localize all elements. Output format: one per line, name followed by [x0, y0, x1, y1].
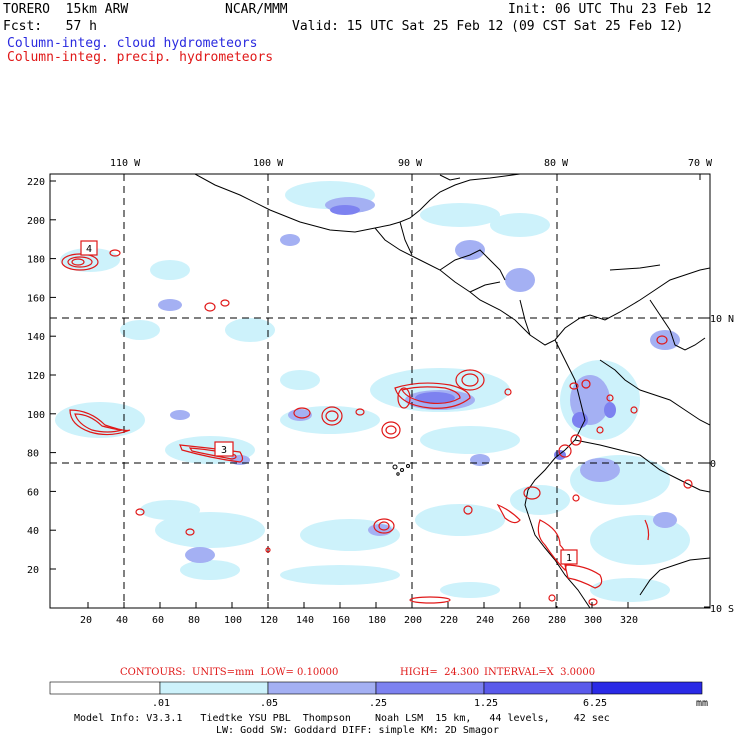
x-tick-label: 140	[296, 615, 314, 626]
x-tick-label: 180	[368, 615, 386, 626]
colorbar: .01 .05 .25 1.25 6.25 mm	[49, 681, 708, 709]
coastlines	[194, 174, 710, 608]
precip-contours	[61, 249, 693, 606]
y-tick-label: 220	[27, 177, 45, 188]
y-tick-label: 60	[27, 487, 39, 498]
y-tick-label: 160	[27, 293, 45, 304]
lon-label-100w: 100 W	[253, 158, 284, 169]
lon-label-80w: 80 W	[544, 158, 569, 169]
x-tick-label: 320	[620, 615, 638, 626]
contour-high: HIGH= 24.300	[400, 667, 480, 678]
box-label-1: 1	[566, 553, 572, 564]
x-tick-label: 100	[224, 615, 242, 626]
x-tick-label: 260	[512, 615, 530, 626]
y-tick-label: 80	[27, 449, 39, 460]
map-grid	[50, 174, 710, 608]
lon-label-70w: 70 W	[688, 158, 713, 169]
x-tick-label: 280	[548, 615, 566, 626]
x-tick-label: 80	[188, 615, 200, 626]
x-tick-label: 20	[80, 615, 92, 626]
x-tick-label: 40	[116, 615, 128, 626]
init-time: Init: 06 UTC Thu 23 Feb 12	[508, 2, 712, 17]
y-axis: 220 200 180 160 140 120 100 80 60 40 20	[27, 177, 56, 576]
box-label-3: 3	[221, 445, 227, 456]
valid-time: Valid: 15 UTC Sat 25 Feb 12 (09 CST Sat …	[292, 19, 684, 34]
contour-units: CONTOURS: UNITS=mm LOW= 0.10000	[120, 667, 339, 678]
frame-ticks	[123, 174, 710, 608]
x-tick-label: 240	[476, 615, 494, 626]
y-tick-label: 120	[27, 371, 45, 382]
lon-label-90w: 90 W	[398, 158, 423, 169]
model-physics: LW: Godd SW: Goddard DIFF: simple KM: 2D…	[216, 725, 499, 736]
x-tick-label: 200	[404, 615, 422, 626]
x-tick-label: 300	[584, 615, 602, 626]
contour-interval: INTERVAL=X 3.0000	[484, 667, 596, 678]
y-tick-label: 20	[27, 565, 39, 576]
x-tick-label: 220	[440, 615, 458, 626]
forecast-hour: Fcst: 57 h	[3, 19, 97, 34]
lat-label-10n: 10 N	[710, 314, 734, 325]
contour-label-boxes: 4 3 1	[80, 240, 578, 565]
x-tick-label: 160	[332, 615, 350, 626]
colorbar-label-1: .05	[260, 698, 278, 709]
x-tick-label: 120	[260, 615, 278, 626]
lat-label-10s: 10 S	[710, 604, 734, 615]
colorbar-label-4: 6.25	[583, 698, 607, 709]
model-title: TORERO 15km ARW	[3, 2, 129, 17]
y-tick-label: 140	[27, 332, 45, 343]
colorbar-label-0: .01	[152, 698, 170, 709]
y-tick-label: 100	[27, 410, 45, 421]
model-info: Model Info: V3.3.1 Tiedtke YSU PBL Thomp…	[74, 713, 610, 724]
x-axis: 20 40 60 80 100 120 140 160 180 200 220 240 260 280 30…	[80, 602, 638, 626]
y-tick-label: 200	[27, 216, 45, 227]
legend-cloud: Column-integ. cloud hydrometeors	[7, 36, 258, 51]
colorbar-label-3: 1.25	[474, 698, 498, 709]
colorbar-label-2: .25	[369, 698, 387, 709]
colorbar-unit: mm	[696, 698, 708, 709]
map-frame	[49, 173, 711, 609]
box-label-4: 4	[86, 244, 92, 255]
y-tick-label: 40	[27, 526, 39, 537]
legend-precip: Column-integ. precip. hydrometeors	[7, 50, 274, 65]
x-tick-label: 60	[152, 615, 164, 626]
y-tick-label: 180	[27, 255, 45, 266]
lon-label-110w: 110 W	[110, 158, 141, 169]
center-name: NCAR/MMM	[225, 2, 288, 17]
lat-label-0: 0	[710, 459, 716, 470]
